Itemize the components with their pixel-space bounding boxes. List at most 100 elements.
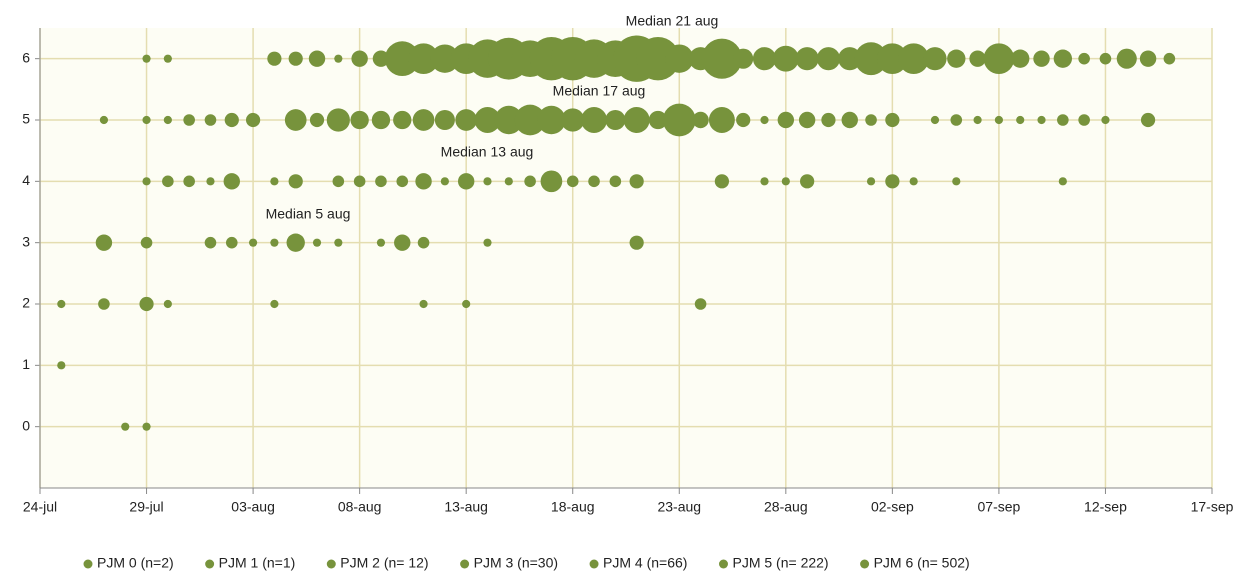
- legend-marker: [860, 559, 870, 569]
- legend-label: PJM 2 (n= 12): [340, 555, 428, 571]
- bubble: [139, 296, 154, 312]
- bubble: [973, 115, 982, 125]
- bubble: [419, 299, 428, 309]
- legend-label: PJM 3 (n=30): [474, 555, 558, 571]
- bubble: [412, 109, 435, 131]
- bubble: [629, 235, 644, 250]
- bubble: [760, 177, 769, 186]
- bubble: [665, 44, 694, 73]
- x-tick-label: 07-sep: [978, 499, 1021, 515]
- bubble: [312, 238, 322, 247]
- bubble: [1057, 114, 1069, 126]
- legend-marker: [718, 559, 728, 569]
- bubble: [284, 109, 307, 131]
- bubble: [204, 114, 217, 126]
- bubble: [1011, 49, 1030, 68]
- bubble: [288, 174, 303, 189]
- y-tick-label: 5: [22, 111, 30, 127]
- bubble: [206, 177, 215, 186]
- y-tick-label: 4: [22, 172, 30, 188]
- bubble: [334, 54, 343, 63]
- bubble: [98, 298, 110, 310]
- bubble: [308, 50, 326, 67]
- bubble: [434, 109, 455, 131]
- bubble: [733, 48, 754, 69]
- bubble: [623, 107, 650, 133]
- bubble: [983, 43, 1015, 75]
- bubble: [588, 175, 600, 188]
- bubble: [923, 47, 947, 71]
- bubble: [121, 422, 130, 431]
- x-tick-label: 08-aug: [338, 499, 382, 515]
- bubble: [877, 43, 908, 75]
- bubble: [795, 47, 819, 71]
- annotation: Median 17 aug: [553, 83, 646, 99]
- bubble: [930, 115, 940, 125]
- bubble: [371, 110, 391, 130]
- bubble: [396, 175, 409, 188]
- bubble: [248, 238, 258, 247]
- bubble: [662, 103, 696, 137]
- bubble: [701, 38, 742, 79]
- bubble: [777, 111, 795, 129]
- x-tick-label: 17-sep: [1191, 499, 1234, 515]
- x-tick-label: 28-aug: [764, 499, 808, 515]
- bubble: [286, 233, 305, 252]
- bubble: [393, 110, 412, 130]
- annotation: Median 5 aug: [266, 206, 351, 222]
- bubble: [204, 236, 217, 249]
- x-tick-label: 02-sep: [871, 499, 914, 515]
- bubble: [1101, 115, 1110, 125]
- legend-label: PJM 4 (n=66): [603, 555, 687, 571]
- bubble: [537, 105, 566, 135]
- bubble: [415, 173, 432, 190]
- bubble: [142, 54, 151, 63]
- bubble: [142, 422, 151, 431]
- legend-label: PJM 6 (n= 502): [874, 555, 970, 571]
- legend-marker: [83, 559, 93, 569]
- bubble: [142, 177, 151, 186]
- bubble: [162, 175, 174, 188]
- bubble: [885, 174, 900, 189]
- bubble: [309, 112, 325, 128]
- bubble: [1053, 49, 1073, 68]
- bubble: [270, 177, 279, 186]
- bubble: [483, 238, 492, 247]
- bubble: [457, 173, 475, 190]
- bubble: [372, 50, 390, 67]
- bubble: [648, 110, 668, 130]
- x-tick-label: 23-aug: [657, 499, 701, 515]
- y-tick-label: 3: [22, 233, 30, 249]
- bubble: [462, 299, 471, 309]
- bubble: [394, 234, 411, 251]
- bubble: [736, 112, 751, 128]
- bubble: [95, 234, 113, 251]
- bubble: [270, 299, 279, 309]
- bubble: [540, 170, 563, 193]
- bubble: [332, 175, 345, 188]
- bubble: [629, 174, 644, 189]
- legend-marker: [326, 559, 336, 569]
- bubble: [430, 44, 460, 73]
- bubble: [1163, 52, 1176, 65]
- bubble: [947, 49, 966, 68]
- bubble: [581, 107, 608, 133]
- bubble: [866, 177, 876, 186]
- bubble: [474, 107, 501, 133]
- bubble: [140, 236, 153, 249]
- legend-marker: [460, 559, 470, 569]
- bubble: [267, 51, 282, 66]
- bubble: [1078, 52, 1090, 65]
- bubble: [605, 109, 626, 131]
- legend-marker: [589, 559, 599, 569]
- bubble: [950, 114, 963, 126]
- bubble: [752, 47, 777, 71]
- x-tick-label: 13-aug: [444, 499, 488, 515]
- annotation: Median 21 aug: [626, 13, 719, 29]
- y-tick-label: 2: [22, 295, 30, 311]
- bubble: [994, 115, 1004, 125]
- x-tick-label: 12-sep: [1084, 499, 1127, 515]
- bubble: [376, 238, 386, 247]
- x-tick-label: 29-jul: [129, 499, 163, 515]
- bubble: [566, 175, 579, 188]
